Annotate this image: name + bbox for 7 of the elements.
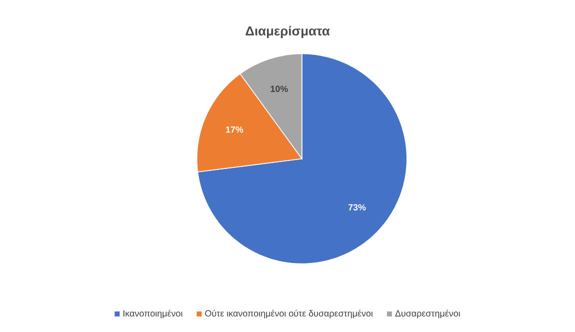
data-label: 17%	[226, 126, 244, 133]
data-label: 10%	[270, 86, 288, 92]
data-label: 73%	[348, 204, 366, 211]
legend-label: Ικανοποιημένοι	[123, 310, 182, 318]
legend-label: Δυσαρεστημένοι	[395, 310, 460, 318]
legend-label: Ούτε ικανοποιημένοι ούτε δυσαρεστημένοι	[205, 310, 373, 318]
chart-title: Διαμερίσματα	[246, 26, 330, 38]
